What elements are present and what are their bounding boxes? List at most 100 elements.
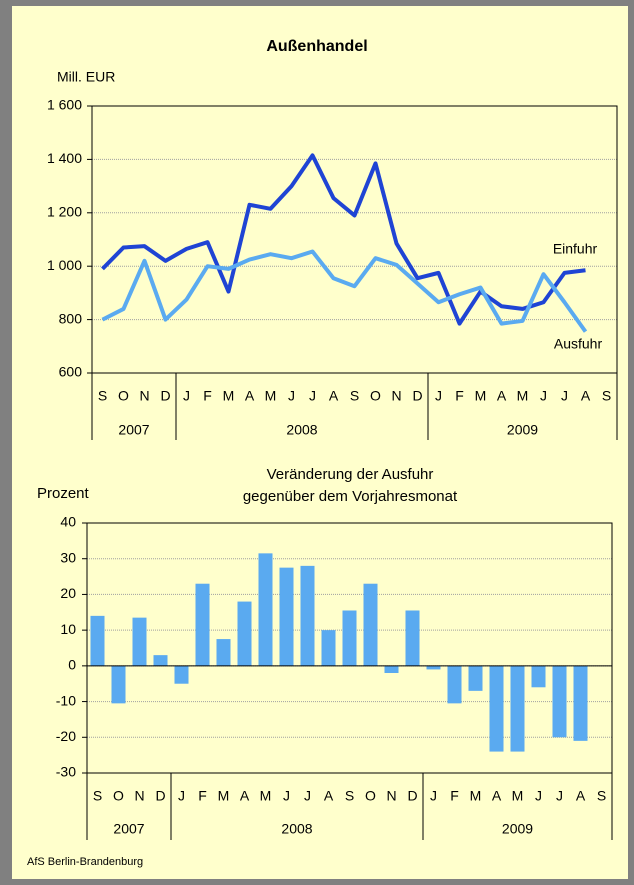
x-tick-label: F (198, 788, 207, 804)
series-label: Ausfuhr (554, 336, 603, 352)
bar (258, 553, 273, 666)
chart-title: Außenhandel (266, 38, 367, 55)
x-tick-label: J (535, 788, 542, 804)
year-label: 2008 (281, 821, 312, 837)
x-tick-label: A (492, 788, 502, 804)
x-tick-label: M (260, 788, 272, 804)
x-tick-label: M (512, 788, 524, 804)
x-tick-label: M (475, 388, 487, 404)
bar (447, 665, 462, 704)
panel (12, 6, 628, 879)
bar (300, 565, 315, 666)
bar (237, 601, 252, 666)
x-tick-label: J (540, 388, 547, 404)
y-tick-label: 800 (59, 310, 83, 326)
x-tick-label: O (113, 788, 124, 804)
x-tick-label: N (134, 788, 144, 804)
bar (174, 665, 189, 684)
x-tick-label: M (265, 388, 277, 404)
plot-border (91, 105, 618, 374)
x-tick-label: D (155, 788, 165, 804)
footer: AfS Berlin-Brandenburg (27, 856, 143, 868)
x-tick-label: D (412, 388, 422, 404)
x-tick-label: S (93, 788, 102, 804)
year-label: 2009 (502, 821, 533, 837)
x-tick-label: M (223, 388, 235, 404)
y-tick-label: 10 (60, 621, 76, 637)
bar (342, 610, 357, 666)
x-tick-label: N (386, 788, 396, 804)
y-axis-label: Mill. EUR (57, 69, 115, 85)
x-tick-label: D (160, 388, 170, 404)
y-tick-label: 0 (68, 657, 76, 673)
bar (426, 665, 441, 670)
x-tick-label: J (283, 788, 290, 804)
bar (216, 639, 231, 666)
x-tick-label: M (470, 788, 482, 804)
y-tick-label: -20 (56, 728, 76, 744)
bar (111, 665, 126, 704)
x-tick-label: N (139, 388, 149, 404)
x-tick-label: J (309, 388, 316, 404)
series-label: Einfuhr (553, 241, 598, 257)
x-tick-label: S (350, 388, 359, 404)
x-tick-label: S (597, 788, 606, 804)
plot-border (86, 522, 613, 774)
x-tick-label: J (288, 388, 295, 404)
line-series (101, 153, 586, 326)
year-label: 2007 (113, 821, 144, 837)
bar (531, 665, 546, 688)
x-tick-label: F (203, 388, 212, 404)
y-tick-label: -30 (56, 764, 76, 780)
bar (132, 617, 147, 666)
x-tick-label: A (581, 388, 591, 404)
x-tick-label: F (450, 788, 459, 804)
x-tick-label: J (561, 388, 568, 404)
bar (489, 665, 504, 752)
year-label: 2009 (507, 422, 538, 438)
chart-title: Veränderung der Ausfuhr (267, 466, 434, 483)
chart-title: gegenüber dem Vorjahresmonat (243, 488, 458, 505)
bar (363, 583, 378, 666)
y-tick-label: 1 400 (47, 150, 82, 166)
y-tick-label: 1 200 (47, 204, 82, 220)
x-tick-label: J (556, 788, 563, 804)
year-label: 2008 (286, 422, 317, 438)
y-tick-label: 600 (59, 364, 83, 380)
x-tick-label: M (218, 788, 230, 804)
y-tick-label: 40 (60, 514, 76, 530)
bar (195, 583, 210, 666)
x-tick-label: S (98, 388, 107, 404)
x-tick-label: D (407, 788, 417, 804)
x-tick-label: J (178, 788, 185, 804)
x-tick-label: A (576, 788, 586, 804)
y-tick-label: 1 000 (47, 257, 82, 273)
bar (153, 655, 168, 666)
x-tick-label: J (304, 788, 311, 804)
x-tick-label: O (365, 788, 376, 804)
bar (279, 567, 294, 666)
y-tick-label: 30 (60, 549, 76, 565)
y-tick-label: 1 600 (47, 97, 82, 113)
y-tick-label: -10 (56, 692, 76, 708)
x-tick-label: M (517, 388, 529, 404)
bar (468, 665, 483, 691)
x-tick-label: A (497, 388, 507, 404)
x-tick-label: J (430, 788, 437, 804)
bar (552, 665, 567, 738)
bar (384, 665, 399, 673)
x-tick-label: O (118, 388, 129, 404)
bar (90, 615, 105, 666)
x-tick-label: O (370, 388, 381, 404)
year-label: 2007 (118, 422, 149, 438)
bar (321, 630, 336, 666)
x-tick-label: A (245, 388, 255, 404)
line-series (101, 249, 588, 333)
bar (510, 665, 525, 752)
x-tick-label: A (240, 788, 250, 804)
x-tick-label: N (391, 388, 401, 404)
x-tick-label: A (324, 788, 334, 804)
x-tick-label: F (455, 388, 464, 404)
x-tick-label: J (183, 388, 190, 404)
